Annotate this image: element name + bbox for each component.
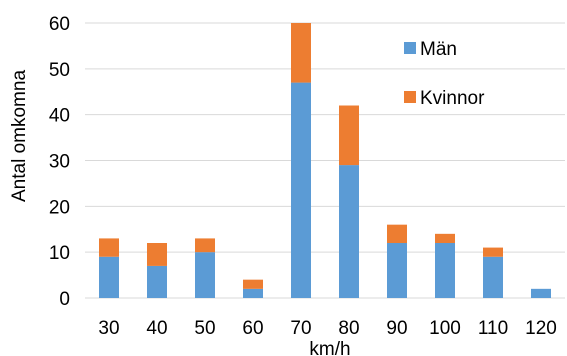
legend-swatch-man [404,42,416,54]
x-tick-label: 70 [290,318,311,339]
x-tick-label: 110 [478,318,508,339]
bar-segment-man [435,243,455,298]
bar-segment-kvinnor [291,23,311,83]
y-tick-label: 20 [49,197,70,218]
legend-label-man: Män [420,39,457,60]
x-tick-label: 80 [338,318,359,339]
y-tick-label: 50 [49,60,70,81]
x-axis-label: km/h [309,339,350,356]
bar-segment-man [147,265,167,298]
bar-segment-kvinnor [387,224,407,243]
x-tick-label: 90 [386,318,407,339]
y-axis-label: Antal omkomna [9,70,30,202]
bars [99,23,551,298]
bar-segment-kvinnor [243,279,263,289]
y-tick-label: 40 [49,106,70,127]
y-tick-labels: 0 10 20 30 40 50 60 [49,14,70,310]
x-tick-label: 50 [194,318,215,339]
y-tick-label: 60 [49,14,70,35]
x-tick-labels: 30 40 50 60 70 80 90 100 110 120 [98,318,556,339]
x-tick-label: 30 [98,318,119,339]
bar-segment-man [195,252,215,298]
bar-segment-kvinnor [339,105,359,166]
bar-segment-man [243,288,263,298]
x-tick-label: 60 [242,318,263,339]
legend: Män Kvinnor [404,39,485,109]
x-tick-label: 120 [525,318,557,339]
bar-segment-man [99,256,119,298]
legend-swatch-kvinnor [404,91,416,103]
y-tick-label: 0 [59,289,70,310]
y-tick-label: 30 [49,152,70,173]
x-tick-label: 100 [429,318,461,339]
bar-segment-kvinnor [147,243,167,266]
bar-segment-man [531,288,551,298]
bar-segment-kvinnor [483,247,503,257]
bar-segment-man [387,243,407,298]
bar-segment-man [291,82,311,298]
legend-label-kvinnor: Kvinnor [420,88,485,109]
bar-segment-man [339,165,359,298]
bar-segment-kvinnor [195,238,215,253]
x-tick-label: 40 [146,318,167,339]
bar-segment-man [483,256,503,298]
y-tick-label: 10 [49,243,70,264]
bar-segment-kvinnor [435,233,455,243]
bar-segment-kvinnor [99,238,119,257]
